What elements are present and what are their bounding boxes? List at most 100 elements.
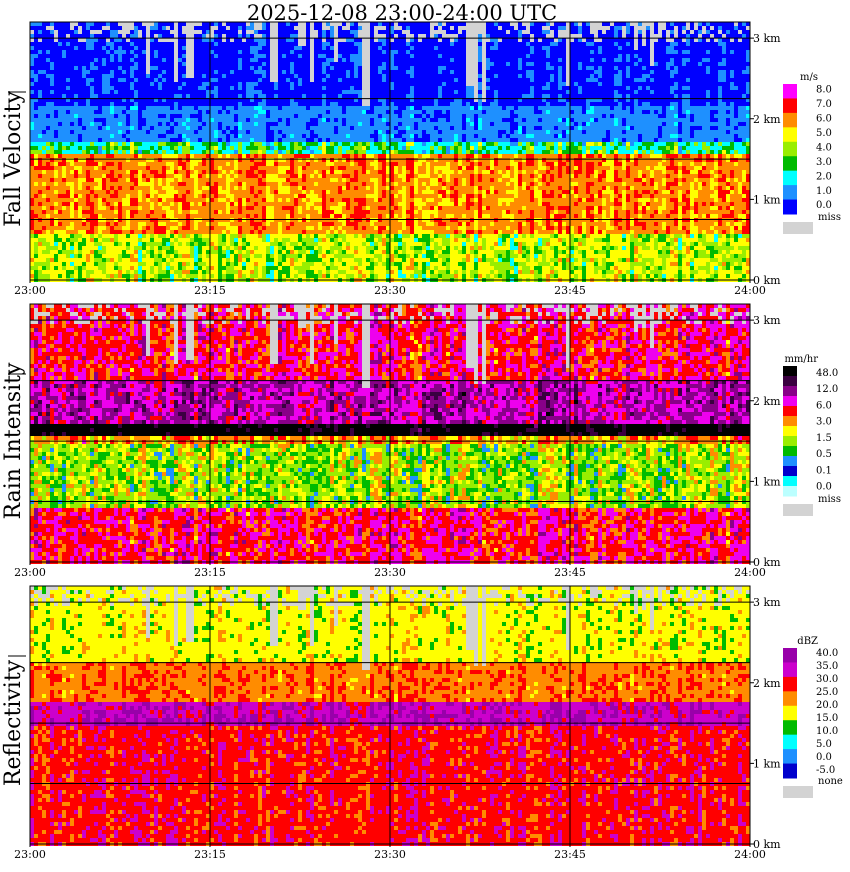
heatmap-cell bbox=[298, 206, 302, 210]
heatmap-cell bbox=[98, 206, 102, 210]
heatmap-cell bbox=[74, 138, 78, 142]
heatmap-cell bbox=[202, 146, 206, 150]
heatmap-cell bbox=[146, 150, 150, 154]
heatmap-cell bbox=[290, 154, 294, 158]
heatmap-cell bbox=[46, 110, 50, 114]
heatmap-cell bbox=[30, 206, 34, 210]
heatmap-cell bbox=[178, 198, 182, 202]
heatmap-cell bbox=[290, 246, 294, 250]
heatmap-cell bbox=[294, 78, 298, 82]
heatmap-cell bbox=[258, 250, 262, 254]
heatmap-cell bbox=[46, 142, 50, 146]
heatmap-cell bbox=[138, 154, 142, 158]
heatmap-cell bbox=[262, 58, 266, 62]
heatmap-cell bbox=[114, 142, 118, 146]
heatmap-cell bbox=[162, 78, 166, 82]
heatmap-cell bbox=[194, 54, 198, 58]
heatmap-cell bbox=[66, 234, 70, 238]
heatmap-cell bbox=[130, 254, 134, 258]
heatmap-cell bbox=[298, 46, 302, 50]
heatmap-cell bbox=[130, 70, 134, 74]
heatmap-cell bbox=[130, 202, 134, 206]
heatmap-cell bbox=[70, 246, 74, 250]
heatmap-cell bbox=[130, 138, 134, 142]
heatmap-cell bbox=[62, 50, 66, 54]
heatmap-cell bbox=[178, 270, 182, 274]
heatmap-cell bbox=[106, 198, 110, 202]
heatmap-cell bbox=[94, 130, 98, 134]
heatmap-cell bbox=[258, 78, 262, 82]
heatmap-cell bbox=[270, 258, 274, 262]
heatmap-cell bbox=[86, 130, 90, 134]
heatmap-cell bbox=[102, 254, 106, 258]
heatmap-cell bbox=[214, 254, 218, 258]
heatmap-cell bbox=[218, 110, 222, 114]
heatmap-cell bbox=[122, 178, 126, 182]
heatmap-cell bbox=[214, 162, 218, 166]
heatmap-cell bbox=[294, 46, 298, 50]
heatmap-cell bbox=[226, 62, 230, 66]
heatmap-cell bbox=[66, 266, 70, 270]
heatmap-cell bbox=[102, 78, 106, 82]
heatmap-cell bbox=[150, 70, 154, 74]
heatmap-cell bbox=[118, 226, 122, 230]
heatmap-cell bbox=[286, 34, 290, 38]
heatmap-cell bbox=[34, 138, 38, 142]
heatmap-cell bbox=[218, 198, 222, 202]
heatmap-cell bbox=[234, 258, 238, 262]
heatmap-cell bbox=[294, 258, 298, 262]
heatmap-cell bbox=[290, 234, 294, 238]
heatmap-cell bbox=[106, 90, 110, 94]
heatmap-cell bbox=[222, 162, 226, 166]
heatmap-cell bbox=[258, 58, 262, 62]
heatmap-cell bbox=[98, 118, 102, 122]
heatmap-cell bbox=[234, 102, 238, 106]
heatmap-cell bbox=[138, 222, 142, 226]
heatmap-cell bbox=[30, 106, 34, 110]
heatmap-cell bbox=[270, 82, 274, 86]
heatmap-cell bbox=[286, 198, 290, 202]
heatmap-cell bbox=[242, 150, 246, 154]
heatmap-cell bbox=[262, 242, 266, 246]
heatmap-cell bbox=[270, 234, 274, 238]
heatmap-cell bbox=[206, 66, 210, 70]
heatmap-cell bbox=[162, 46, 166, 50]
heatmap-cell bbox=[174, 106, 178, 110]
heatmap-cell bbox=[154, 166, 158, 170]
heatmap-cell bbox=[302, 106, 306, 110]
heatmap-cell bbox=[46, 94, 50, 98]
heatmap-cell bbox=[274, 82, 278, 86]
heatmap-cell bbox=[182, 114, 186, 118]
heatmap-cell bbox=[70, 114, 74, 118]
heatmap-cell bbox=[154, 186, 158, 190]
heatmap-cell bbox=[70, 154, 74, 158]
heatmap-cell bbox=[254, 222, 258, 226]
heatmap-cell bbox=[30, 146, 34, 150]
heatmap-cell bbox=[318, 154, 322, 158]
heatmap-cell bbox=[86, 34, 90, 38]
heatmap-cell bbox=[186, 194, 190, 198]
heatmap-cell bbox=[286, 26, 290, 30]
heatmap-cell bbox=[214, 170, 218, 174]
heatmap-cell bbox=[238, 90, 242, 94]
heatmap-cell bbox=[62, 194, 66, 198]
heatmap-cell bbox=[78, 214, 82, 218]
heatmap-cell bbox=[82, 130, 86, 134]
heatmap-cell bbox=[138, 58, 142, 62]
heatmap-cell bbox=[302, 270, 306, 274]
heatmap-cell bbox=[114, 122, 118, 126]
heatmap-cell bbox=[286, 134, 290, 138]
heatmap-cell bbox=[98, 114, 102, 118]
heatmap-cell bbox=[126, 106, 130, 110]
heatmap-cell bbox=[138, 274, 142, 278]
heatmap-cell bbox=[294, 206, 298, 210]
heatmap-cell bbox=[306, 66, 310, 70]
heatmap-cell bbox=[294, 242, 298, 246]
heatmap-cell bbox=[158, 246, 162, 250]
heatmap-cell bbox=[298, 174, 302, 178]
heatmap-cell bbox=[114, 130, 118, 134]
heatmap-cell bbox=[278, 42, 282, 46]
heatmap-cell bbox=[222, 270, 226, 274]
heatmap-cell bbox=[138, 170, 142, 174]
heatmap-cell bbox=[90, 190, 94, 194]
